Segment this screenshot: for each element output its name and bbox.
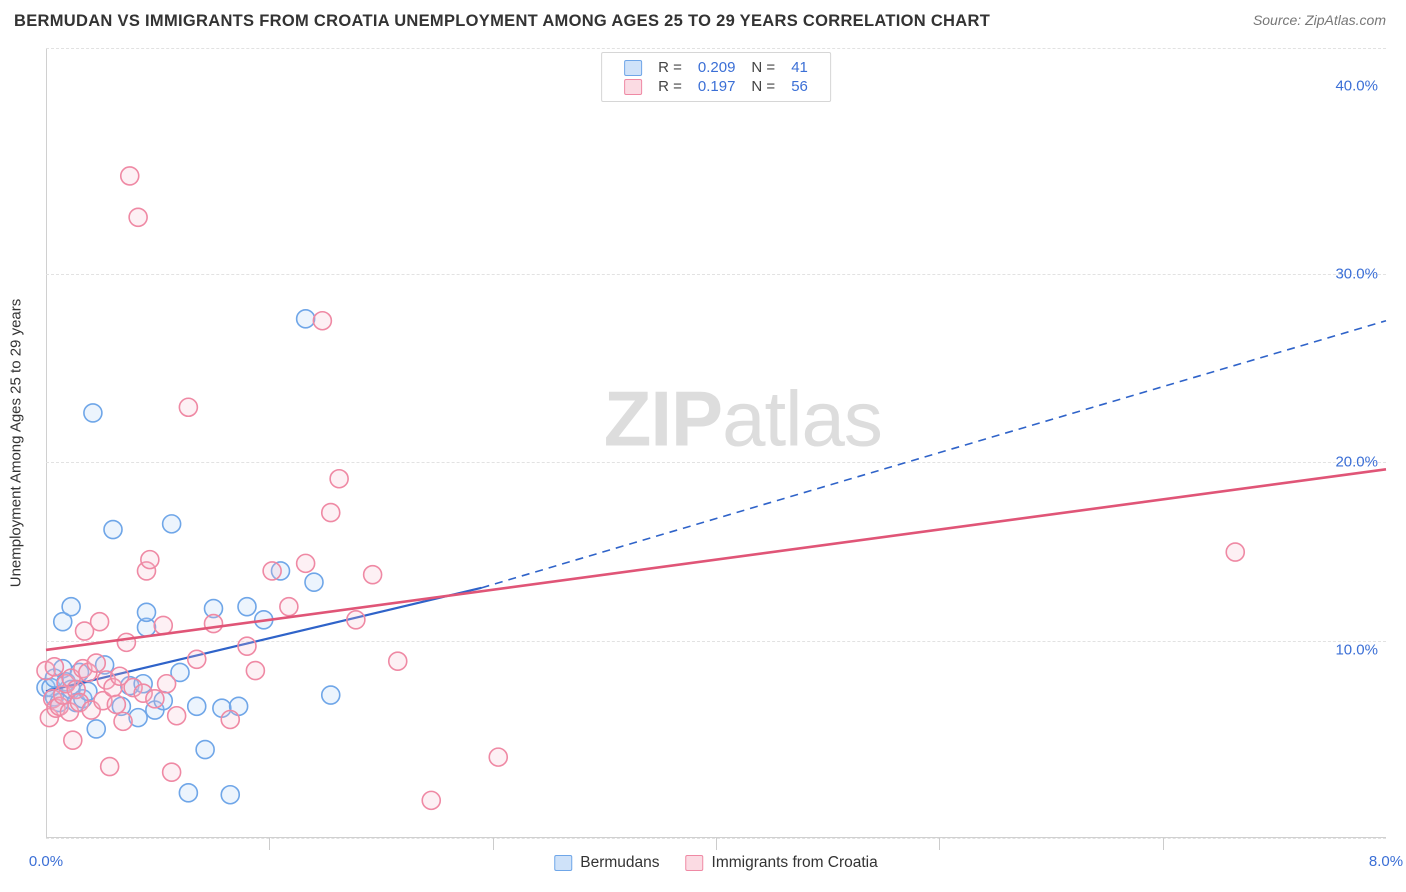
data-point <box>188 650 206 668</box>
plot-region: 10.0%20.0%30.0%40.0% ZIPatlas R = 0.209 … <box>46 48 1386 838</box>
data-point <box>117 633 135 651</box>
data-point <box>305 573 323 591</box>
swatch-croatia <box>686 855 704 871</box>
data-point <box>101 758 119 776</box>
trend-line-dashed <box>482 321 1387 588</box>
data-point <box>489 748 507 766</box>
data-point <box>297 310 315 328</box>
data-point <box>84 404 102 422</box>
data-point <box>188 697 206 715</box>
data-point <box>347 611 365 629</box>
data-point <box>45 658 63 676</box>
data-point <box>107 695 125 713</box>
series-legend: Bermudans Immigrants from Croatia <box>554 854 878 872</box>
x-tick-label: 0.0% <box>29 853 63 870</box>
chart-area: Unemployment Among Ages 25 to 29 years 1… <box>46 48 1386 838</box>
plot-svg <box>46 48 1386 838</box>
n-label: N = <box>743 77 783 96</box>
swatch-croatia <box>624 79 642 95</box>
r-value-bermudans: 0.209 <box>690 58 744 77</box>
data-point <box>163 763 181 781</box>
data-point <box>330 470 348 488</box>
data-point <box>138 603 156 621</box>
data-point <box>179 398 197 416</box>
chart-header: BERMUDAN VS IMMIGRANTS FROM CROATIA UNEM… <box>0 0 1406 37</box>
data-point <box>322 686 340 704</box>
chart-source: Source: ZipAtlas.com <box>1253 12 1386 28</box>
legend-label-bermudans: Bermudans <box>580 854 659 872</box>
data-point <box>168 707 186 725</box>
swatch-bermudans <box>624 60 642 76</box>
correlation-legend: R = 0.209 N = 41 R = 0.197 N = 56 <box>601 52 831 102</box>
data-point <box>87 720 105 738</box>
data-point <box>322 504 340 522</box>
data-point <box>114 712 132 730</box>
x-tick-label: 8.0% <box>1369 853 1403 870</box>
data-point <box>263 562 281 580</box>
data-point <box>104 521 122 539</box>
data-point <box>129 208 147 226</box>
legend-label-croatia: Immigrants from Croatia <box>712 854 878 872</box>
data-point <box>62 598 80 616</box>
data-point <box>389 652 407 670</box>
data-point <box>238 598 256 616</box>
data-point <box>154 616 172 634</box>
data-point <box>1226 543 1244 561</box>
data-point <box>87 654 105 672</box>
r-value-croatia: 0.197 <box>690 77 744 96</box>
data-point <box>163 515 181 533</box>
data-point <box>91 613 109 631</box>
data-point <box>196 741 214 759</box>
data-point <box>121 167 139 185</box>
data-point <box>146 690 164 708</box>
data-point <box>313 312 331 330</box>
data-point <box>141 551 159 569</box>
data-point <box>205 615 223 633</box>
r-label: R = <box>650 77 690 96</box>
legend-item-bermudans: Bermudans <box>554 854 659 872</box>
data-point <box>221 786 239 804</box>
legend-row-bermudans: R = 0.209 N = 41 <box>616 58 816 77</box>
data-point <box>297 554 315 572</box>
chart-title: BERMUDAN VS IMMIGRANTS FROM CROATIA UNEM… <box>14 12 990 31</box>
y-axis-label: Unemployment Among Ages 25 to 29 years <box>8 299 25 588</box>
data-point <box>158 675 176 693</box>
n-value-bermudans: 41 <box>783 58 816 77</box>
swatch-bermudans <box>554 855 572 871</box>
data-point <box>179 784 197 802</box>
data-point <box>422 791 440 809</box>
n-value-croatia: 56 <box>783 77 816 96</box>
trend-line <box>46 469 1386 650</box>
n-label: N = <box>743 58 783 77</box>
data-point <box>221 711 239 729</box>
data-point <box>238 637 256 655</box>
data-point <box>246 662 264 680</box>
data-point <box>280 598 298 616</box>
legend-row-croatia: R = 0.197 N = 56 <box>616 77 816 96</box>
r-label: R = <box>650 58 690 77</box>
data-point <box>364 566 382 584</box>
data-point <box>64 731 82 749</box>
legend-item-croatia: Immigrants from Croatia <box>686 854 878 872</box>
